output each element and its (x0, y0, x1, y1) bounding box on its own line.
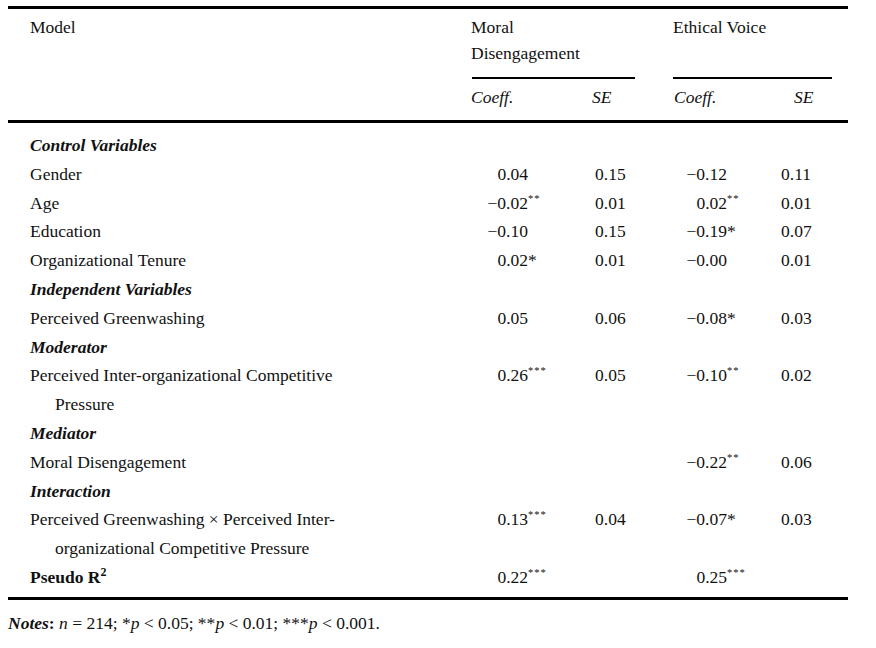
table-row: Perceived Greenwashing × Perceived Inter… (30, 505, 850, 563)
table-row: Perceived Inter-organizational Competiti… (30, 361, 850, 419)
notes-token: : (49, 613, 59, 633)
row-label: Education (30, 217, 500, 246)
notes-token: < 0.05; ** (139, 613, 215, 633)
ev-se-cell: 0.03 (781, 304, 812, 333)
md-coeff-cell: 0.04 (470, 160, 528, 189)
notes-token: Notes (8, 613, 49, 633)
notes-token: n (59, 613, 68, 633)
md-coeff-cell: −0.02** (470, 189, 541, 221)
ev-coeff-cell: −0.07* (662, 505, 736, 534)
significance-stars: ** (528, 193, 541, 204)
row-label: Mediator (30, 419, 500, 448)
label-superscript: 2 (101, 565, 107, 579)
notes-token: p (309, 613, 318, 633)
ev-se-cell: 0.11 (781, 160, 811, 189)
ev-se-cell: 0.07 (781, 217, 812, 246)
ev-coeff-cell: −0.19* (662, 217, 736, 246)
row-label: Pseudo R2 (30, 563, 500, 594)
ev-coeff-cell: −0.08* (662, 304, 736, 333)
ev-se-cell: 0.06 (781, 448, 812, 477)
md-se-cell: 0.05 (595, 361, 626, 390)
significance-stars: *** (528, 509, 547, 520)
row-label: Perceived Greenwashing × Perceived Inter… (30, 505, 500, 563)
ev-coeff-cell: −0.22** (662, 448, 740, 480)
row-label: Independent Variables (30, 275, 500, 304)
md-coeff-cell: −0.10 (470, 217, 528, 246)
table-row: Pseudo R20.22*** 0.25*** (30, 563, 850, 594)
section-row: Interaction (30, 477, 850, 506)
row-label: Gender (30, 160, 500, 189)
significance-stars: * (727, 221, 736, 241)
header-rule (8, 120, 848, 123)
section-row: Independent Variables (30, 275, 850, 304)
table-row: Organizational Tenure0.02* 0.01 −0.00 0.01 (30, 246, 850, 275)
table-row: Perceived Greenwashing0.05 0.06 −0.08* 0.03 (30, 304, 850, 333)
section-row: Control Variables (30, 131, 850, 160)
row-label: Organizational Tenure (30, 246, 500, 275)
significance-stars: *** (528, 365, 547, 376)
significance-stars: * (727, 509, 736, 529)
significance-stars: ** (727, 365, 740, 376)
ev-se-cell: 0.03 (781, 505, 812, 534)
paper-table: Model Moral Disengagement Ethical Voice … (0, 0, 876, 648)
row-label: Interaction (30, 477, 500, 506)
section-row: Mediator (30, 419, 850, 448)
ev-coeff-cell: −0.00 (662, 246, 727, 275)
ev-se-cell: 0.01 (781, 189, 812, 218)
ev-coeff-cell: 0.25*** (662, 563, 746, 595)
ev-coeff-cell: −0.12 (662, 160, 727, 189)
column-group-ethical-voice: Ethical Voice (673, 14, 843, 40)
significance-stars: *** (727, 567, 746, 578)
md-coeff-cell: 0.26*** (470, 361, 547, 393)
subheader-se-md: SE (592, 87, 611, 108)
md-coeff-cell: 0.02* (470, 246, 537, 275)
ev-coeff-cell: 0.02** (662, 189, 740, 221)
column-header-model: Model (30, 14, 76, 40)
significance-stars: *** (528, 567, 547, 578)
row-label: Perceived Inter-organizational Competiti… (30, 361, 500, 419)
ev-se-cell: 0.02 (781, 361, 812, 390)
md-coeff-cell: 0.22*** (470, 563, 547, 595)
significance-stars: * (727, 308, 736, 328)
group2-underline (673, 77, 832, 79)
notes-token: < 0.001. (318, 613, 380, 633)
md-se-cell: 0.15 (595, 160, 626, 189)
table-row: Moral Disengagement −0.22** 0.06 (30, 448, 850, 477)
row-label: Control Variables (30, 131, 500, 160)
subheader-se-ev: SE (794, 87, 813, 108)
table-row: Gender0.04 0.15 −0.12 0.11 (30, 160, 850, 189)
md-se-cell: 0.01 (595, 246, 626, 275)
md-se-cell: 0.15 (595, 217, 626, 246)
table-body: Control VariablesGender0.040.15−0.120.11… (30, 131, 850, 594)
subheader-coeff-md: Coeff. (471, 87, 513, 108)
row-label: Age (30, 189, 500, 218)
group1-underline (472, 77, 635, 79)
table-row: Age−0.02** 0.01 0.02** 0.01 (30, 189, 850, 218)
notes-token: p (215, 613, 224, 633)
md-se-cell: 0.01 (595, 189, 626, 218)
significance-stars: * (528, 250, 537, 270)
md-se-cell: 0.04 (595, 505, 626, 534)
column-group-moral-disengagement: Moral Disengagement (471, 14, 611, 66)
notes-token: < 0.01; *** (224, 613, 309, 633)
table-row: Education−0.10 0.15 −0.19* 0.07 (30, 217, 850, 246)
table-notes: Notes: n = 214; *p < 0.05; **p < 0.01; *… (8, 613, 858, 634)
subheader-coeff-ev: Coeff. (674, 87, 716, 108)
md-coeff-cell: 0.05 (470, 304, 528, 333)
significance-stars: ** (727, 452, 740, 463)
section-row: Moderator (30, 333, 850, 362)
ev-se-cell: 0.01 (781, 246, 812, 275)
row-label: Moral Disengagement (30, 448, 500, 477)
row-label: Perceived Greenwashing (30, 304, 500, 333)
row-label: Moderator (30, 333, 500, 362)
notes-token: = 214; * (68, 613, 131, 633)
md-se-cell: 0.06 (595, 304, 626, 333)
significance-stars: ** (727, 193, 740, 204)
ev-coeff-cell: −0.10** (662, 361, 740, 393)
top-rule (8, 6, 848, 9)
bottom-rule (8, 597, 848, 600)
md-coeff-cell: 0.13*** (470, 505, 547, 537)
